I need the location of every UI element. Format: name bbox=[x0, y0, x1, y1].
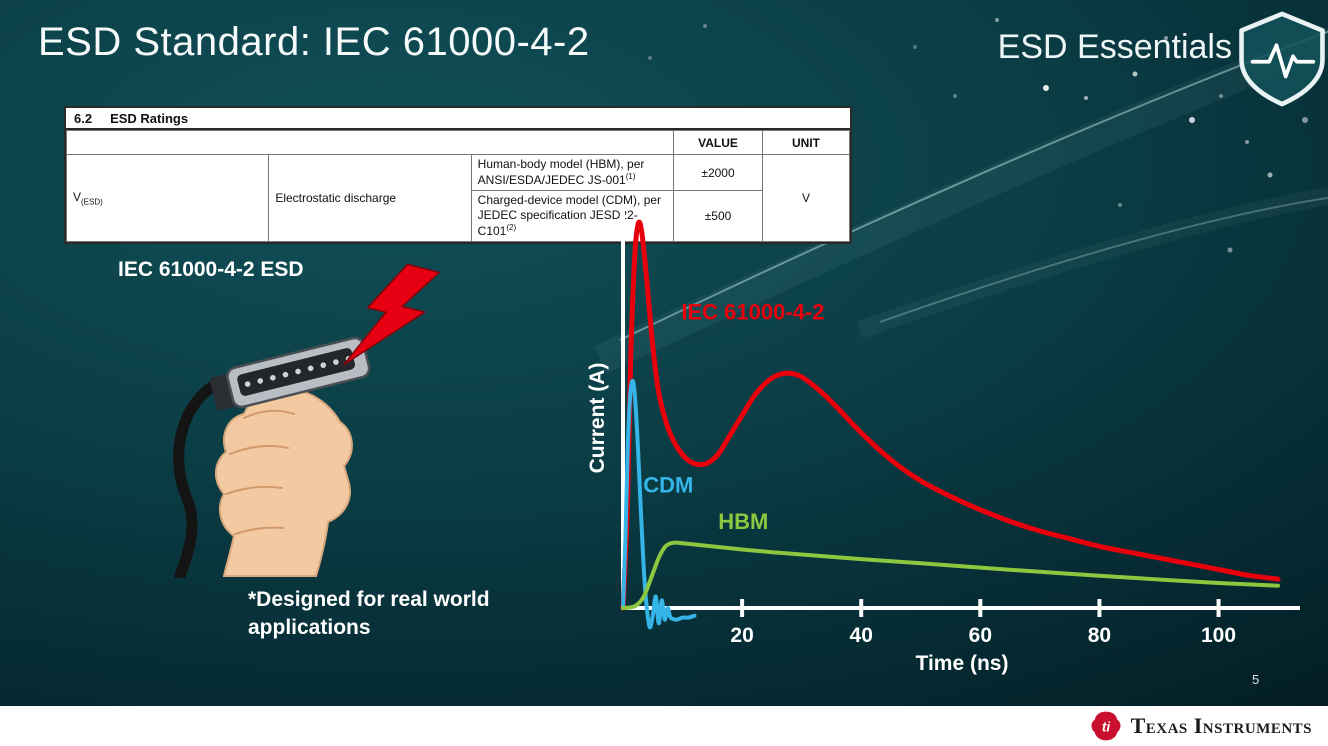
esd-shield-icon bbox=[1236, 10, 1328, 113]
table-cell-symbol: V(ESD) bbox=[65, 154, 270, 242]
x-axis-tick-label: 20 bbox=[730, 624, 753, 647]
lightning-bolt-icon bbox=[343, 263, 441, 366]
table-header-unit: UNIT bbox=[762, 130, 850, 155]
x-axis-tick-label: 40 bbox=[850, 624, 873, 647]
section-number: 6.2 bbox=[74, 111, 93, 126]
series-line-iec-61000-4-2 bbox=[620, 219, 1281, 611]
cable bbox=[173, 378, 222, 582]
designed-for-real-world-note: *Designed for real world applications bbox=[248, 586, 490, 643]
table-cell-parameter: Electrostatic discharge bbox=[268, 154, 472, 242]
esd-ratings-table: 6.2 ESD Ratings VALUE UNIT V(ESD) Electro… bbox=[64, 106, 852, 244]
ti-brand-text: Texas Instruments bbox=[1130, 713, 1312, 738]
table-cell-cdm-value: ±500 bbox=[673, 190, 763, 242]
table-cell-unit: V bbox=[762, 154, 850, 242]
chart-canvas: 20 40 60 80 100 IEC 61000-4-2 CDM HBM bbox=[620, 204, 1300, 647]
table-cell-hbm-value: ±2000 bbox=[673, 154, 763, 191]
table-cell-hbm-description: Human-body model (HBM), per ANSI/ESDA/JE… bbox=[470, 154, 675, 191]
table-header-spacer bbox=[66, 130, 674, 155]
series-label-hbm: HBM bbox=[718, 509, 768, 534]
table-header-value: VALUE bbox=[673, 130, 763, 155]
hand bbox=[215, 386, 353, 577]
series-label-cdm: CDM bbox=[643, 473, 693, 498]
series-brand-title: ESD Essentials bbox=[997, 28, 1232, 66]
svg-text:ti: ti bbox=[1101, 720, 1111, 735]
page-number: 5 bbox=[1252, 672, 1260, 687]
series-label-iec-61000-4-2: IEC 61000-4-2 bbox=[681, 299, 824, 324]
ti-logo-icon: ti bbox=[1091, 711, 1121, 741]
x-axis-tick-label: 100 bbox=[1201, 624, 1236, 647]
note-line-2: applications bbox=[248, 616, 371, 640]
series-line-cdm bbox=[621, 378, 697, 630]
x-axis-tick-label: 60 bbox=[969, 624, 992, 647]
hdmi-connector bbox=[209, 336, 371, 411]
illustration-caption: IEC 61000-4-2 ESD bbox=[118, 258, 304, 281]
x-axis-tick-label: 80 bbox=[1088, 624, 1111, 647]
note-line-1: *Designed for real world bbox=[248, 588, 490, 611]
footer-bar: ti Texas Instruments bbox=[0, 706, 1328, 746]
section-title: ESD Ratings bbox=[110, 111, 189, 126]
esd-current-waveform-chart: Current (A) 20 40 60 80 100 IEC 61000-4-2 CDM H… bbox=[555, 190, 1320, 695]
esd-strike-illustration bbox=[140, 256, 460, 583]
x-axis-label: Time (ns) bbox=[915, 652, 1009, 675]
table-section-heading: 6.2 ESD Ratings bbox=[66, 108, 850, 130]
slide-title: ESD Standard: IEC 61000-4-2 bbox=[38, 20, 590, 64]
y-axis-label: Current (A) bbox=[586, 362, 609, 474]
series-line-hbm bbox=[621, 540, 1281, 610]
